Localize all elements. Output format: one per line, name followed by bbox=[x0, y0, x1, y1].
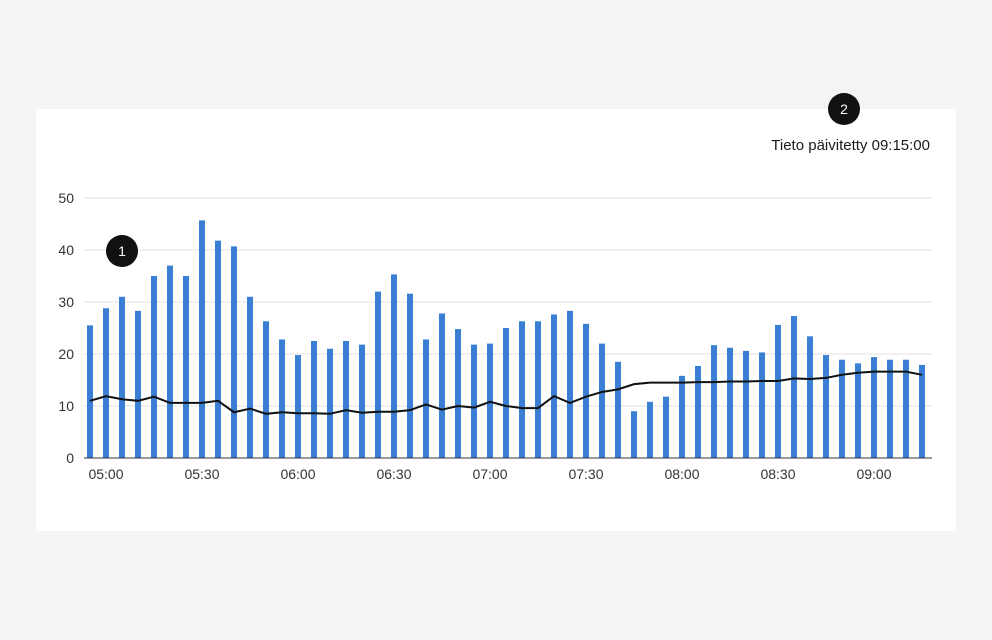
annotation-marker-2[interactable]: 2 bbox=[828, 93, 860, 125]
bar[interactable] bbox=[359, 344, 365, 458]
bar[interactable] bbox=[711, 345, 717, 458]
bar[interactable] bbox=[151, 276, 157, 458]
bar[interactable] bbox=[519, 321, 525, 458]
x-tick-label: 05:30 bbox=[184, 466, 219, 482]
line-series bbox=[89, 370, 923, 415]
bar[interactable] bbox=[679, 375, 685, 458]
bar[interactable] bbox=[471, 344, 477, 458]
y-axis-ticks: 0 10 20 30 40 50 bbox=[58, 190, 74, 466]
bar[interactable] bbox=[487, 343, 493, 458]
bar[interactable] bbox=[807, 336, 813, 458]
bar[interactable] bbox=[871, 357, 877, 458]
bar[interactable] bbox=[567, 310, 573, 458]
bar[interactable] bbox=[599, 343, 605, 458]
line-bar-chart: 0 10 20 30 40 50 05:00 05:30 06:00 06:30 07:00 07:… bbox=[58, 190, 932, 482]
bar[interactable] bbox=[343, 341, 349, 458]
x-tick-label: 08:30 bbox=[760, 466, 795, 482]
bar[interactable] bbox=[311, 341, 317, 458]
bar[interactable] bbox=[775, 324, 781, 458]
bar[interactable] bbox=[247, 296, 253, 458]
x-tick-label: 07:30 bbox=[568, 466, 603, 482]
bar[interactable] bbox=[855, 363, 861, 458]
bar[interactable] bbox=[183, 276, 189, 458]
bar[interactable] bbox=[135, 310, 141, 458]
bar[interactable] bbox=[87, 325, 93, 458]
bar[interactable] bbox=[743, 350, 749, 458]
bar[interactable] bbox=[439, 313, 445, 458]
bar[interactable] bbox=[279, 339, 285, 458]
y-tick-label: 30 bbox=[58, 294, 74, 310]
bar[interactable] bbox=[695, 365, 701, 458]
x-tick-label: 09:00 bbox=[856, 466, 891, 482]
bar[interactable] bbox=[663, 396, 669, 458]
x-tick-label: 07:00 bbox=[472, 466, 507, 482]
bar[interactable] bbox=[423, 339, 429, 458]
bar[interactable] bbox=[455, 329, 461, 458]
bar[interactable] bbox=[647, 401, 653, 458]
y-tick-label: 50 bbox=[58, 190, 74, 206]
bar[interactable] bbox=[887, 359, 893, 458]
bar[interactable] bbox=[167, 265, 173, 458]
x-tick-label: 06:00 bbox=[280, 466, 315, 482]
bar[interactable] bbox=[407, 293, 413, 458]
bar[interactable] bbox=[919, 364, 925, 458]
bar-series bbox=[87, 220, 925, 458]
x-axis-ticks: 05:00 05:30 06:00 06:30 07:00 07:30 08:00 08:30… bbox=[88, 466, 891, 482]
bar[interactable] bbox=[839, 359, 845, 458]
bar[interactable] bbox=[327, 348, 333, 458]
annotation-marker-1[interactable]: 1 bbox=[106, 235, 138, 267]
bar[interactable] bbox=[391, 274, 397, 458]
bar[interactable] bbox=[823, 355, 829, 458]
bar[interactable] bbox=[615, 361, 621, 458]
x-tick-label: 08:00 bbox=[664, 466, 699, 482]
bar[interactable] bbox=[759, 352, 765, 458]
y-tick-label: 40 bbox=[58, 242, 74, 258]
x-tick-label: 05:00 bbox=[88, 466, 123, 482]
y-tick-label: 0 bbox=[66, 450, 74, 466]
y-tick-label: 10 bbox=[58, 398, 74, 414]
y-tick-label: 20 bbox=[58, 346, 74, 362]
bar[interactable] bbox=[727, 347, 733, 458]
bar[interactable] bbox=[551, 314, 557, 458]
bar[interactable] bbox=[583, 323, 589, 458]
bar[interactable] bbox=[375, 291, 381, 458]
x-tick-label: 06:30 bbox=[376, 466, 411, 482]
bar[interactable] bbox=[631, 411, 637, 458]
bar[interactable] bbox=[791, 316, 797, 458]
bar[interactable] bbox=[119, 296, 125, 458]
bar[interactable] bbox=[535, 321, 541, 458]
bar[interactable] bbox=[295, 355, 301, 458]
bar[interactable] bbox=[503, 328, 509, 458]
bar[interactable] bbox=[103, 308, 109, 458]
grid-lines bbox=[84, 197, 932, 407]
chart-card: 0 10 20 30 40 50 05:00 05:30 06:00 06:30 07:00 07:… bbox=[36, 93, 956, 531]
last-updated-text: Tieto päivitetty 09:15:00 bbox=[771, 137, 930, 154]
bar[interactable] bbox=[231, 246, 237, 458]
bar[interactable] bbox=[199, 220, 205, 458]
bar[interactable] bbox=[215, 240, 221, 458]
bar[interactable] bbox=[903, 359, 909, 458]
bar[interactable] bbox=[263, 321, 269, 458]
